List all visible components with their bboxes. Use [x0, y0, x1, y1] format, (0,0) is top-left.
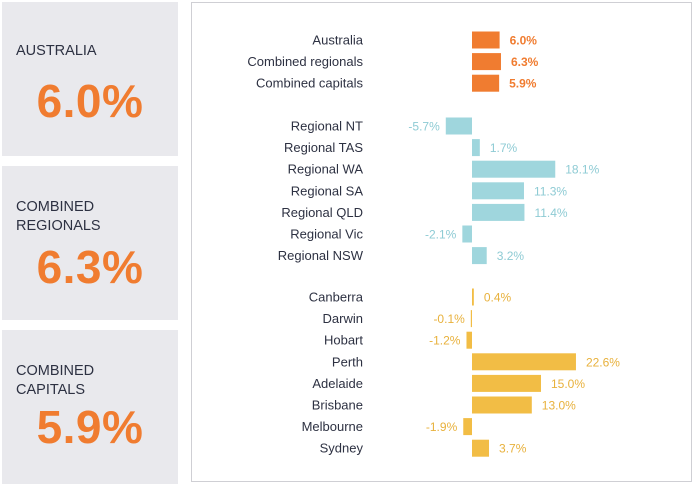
bar — [472, 182, 524, 200]
data-label: 0.4% — [484, 291, 512, 305]
data-label: 11.3% — [534, 184, 567, 198]
bar — [472, 203, 525, 221]
category-label: Regional NT — [291, 119, 363, 134]
bar — [472, 374, 541, 392]
data-label: -1.9% — [426, 420, 458, 434]
summary-card-australia: Australia 6.0% — [2, 2, 178, 156]
bar — [472, 53, 501, 71]
data-label: -5.7% — [408, 120, 440, 134]
chart-panel: Australia 6.0% Combined regionals 6.3% Combi… — [191, 2, 692, 482]
summary-card-combined-capitals: Combined capitals 5.9% — [2, 330, 178, 484]
data-label: 15.0% — [551, 377, 585, 391]
card-value: 6.3% — [36, 241, 144, 293]
category-label: Combined regionals — [247, 54, 363, 69]
data-label: 22.6% — [586, 355, 620, 369]
card-value: 6.0% — [36, 75, 144, 127]
bar — [470, 310, 472, 328]
category-label: Canberra — [309, 290, 364, 305]
category-label: Regional SA — [291, 183, 364, 198]
data-label: -0.1% — [433, 312, 465, 326]
data-label: 11.4% — [534, 206, 567, 220]
category-label: Australia — [312, 33, 363, 48]
bar — [462, 225, 472, 243]
data-label: -2.1% — [425, 228, 457, 242]
data-label: 1.7% — [490, 141, 518, 155]
category-label: Regional WA — [288, 162, 364, 177]
card-label: Combined regionals — [16, 199, 101, 234]
category-label: Regional TAS — [284, 140, 363, 155]
bar — [472, 439, 490, 457]
bar — [472, 396, 532, 414]
bar — [472, 31, 500, 49]
bar-chart: Australia 6.0% Combined regionals 6.3% Combi… — [247, 31, 620, 457]
category-label: Perth — [332, 354, 363, 369]
category-label: Darwin — [323, 311, 363, 326]
bar — [466, 331, 472, 349]
data-label: 18.1% — [565, 163, 599, 177]
data-label: -1.2% — [429, 334, 461, 348]
summary-card-combined-regionals: Combined regionals 6.3% — [2, 166, 178, 320]
bar — [472, 160, 556, 178]
category-label: Sydney — [320, 441, 364, 456]
data-label: 13.0% — [542, 399, 576, 413]
bar — [472, 139, 480, 157]
data-label: 3.7% — [499, 442, 527, 456]
bar — [445, 117, 472, 135]
bar — [472, 288, 474, 306]
category-label: Combined capitals — [256, 76, 363, 91]
category-label: Regional NSW — [278, 248, 364, 263]
data-label: 6.3% — [511, 55, 539, 69]
bar — [472, 247, 487, 265]
category-label: Adelaide — [312, 376, 363, 391]
card-label: Australia — [16, 43, 97, 59]
category-label: Regional QLD — [281, 205, 363, 220]
data-label: 5.9% — [509, 77, 537, 91]
bar — [472, 74, 500, 92]
data-label: 3.2% — [497, 249, 525, 263]
card-value: 5.9% — [36, 401, 144, 453]
bar — [463, 418, 472, 436]
category-label: Melbourne — [302, 419, 363, 434]
data-label: 6.0% — [510, 34, 538, 48]
card-label: Combined capitals — [16, 363, 95, 398]
category-label: Brisbane — [312, 398, 363, 413]
bar — [472, 353, 576, 371]
category-label: Hobart — [324, 333, 363, 348]
category-label: Regional Vic — [290, 227, 363, 242]
